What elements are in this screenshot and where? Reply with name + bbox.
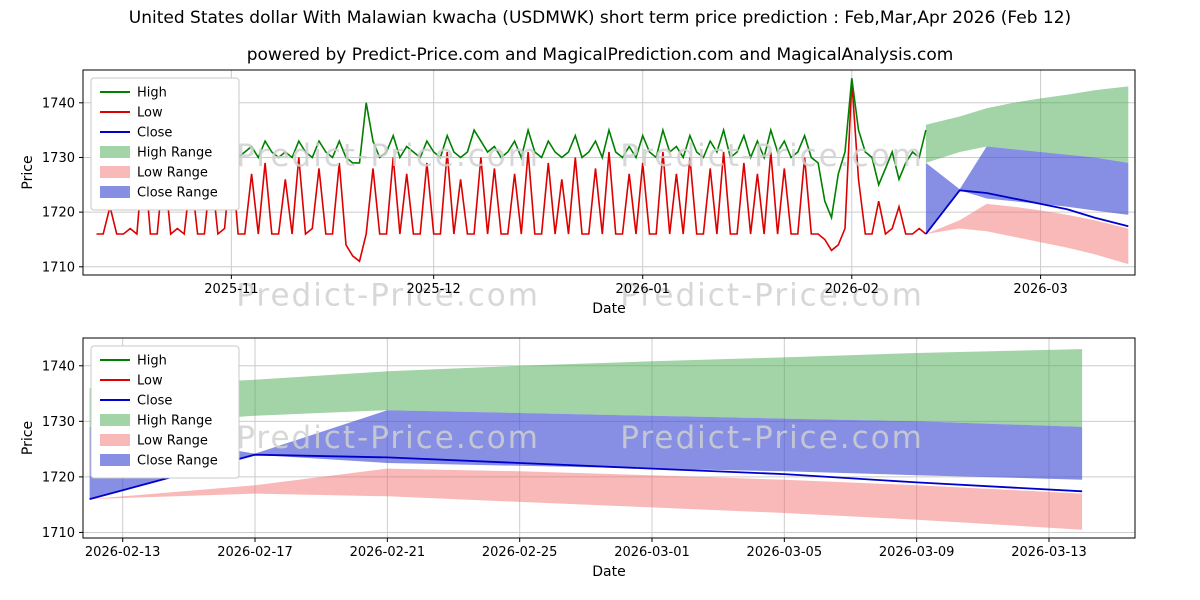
x-tick-label: 2026-02-13: [85, 545, 161, 560]
legend-swatch-low_range: [100, 166, 130, 178]
close-range-area: [925, 146, 1129, 234]
x-tick-label: 2026-03: [1013, 282, 1067, 297]
legend-swatch-high_range: [100, 414, 130, 426]
legend-swatch-close_range: [100, 186, 130, 198]
legend-label: High Range: [137, 414, 212, 429]
watermark-text: Predict-Price.com: [620, 278, 924, 314]
watermark-text: Predict-Price.com: [620, 138, 924, 174]
close-line: [89, 453, 1083, 500]
legend-label: Low: [137, 374, 163, 389]
chart-subtitle: powered by Predict-Price.com and Magical…: [246, 45, 954, 65]
x-tick-label: 2026-03-13: [1011, 545, 1087, 560]
x-tick-label: 2026-03-05: [747, 545, 823, 560]
high-range-area: [89, 349, 1083, 427]
x-tick-label: 2026-03-09: [879, 545, 955, 560]
x-tick-label: 2026-02-17: [217, 545, 293, 560]
watermark-text: Predict-Price.com: [620, 420, 924, 456]
x-tick-label: 2026-01: [616, 282, 670, 297]
watermark-text: Predict-Price.com: [236, 278, 540, 314]
x-tick-label: 2025-12: [407, 282, 461, 297]
y-tick-label: 1710: [42, 260, 75, 275]
legend-label: High Range: [137, 146, 212, 161]
y-tick-label: 1730: [42, 151, 75, 166]
low-range-area: [89, 468, 1083, 530]
legend-swatch-close_range: [100, 454, 130, 466]
y-tick-label: 1730: [42, 415, 75, 430]
legend-label: High: [137, 86, 167, 101]
y-tick-label: 1740: [42, 359, 75, 374]
y-axis-label: Price: [20, 421, 36, 455]
legend-label: Low Range: [137, 434, 208, 449]
legend-swatch-high_range: [100, 146, 130, 158]
watermark-text: Predict-Price.com: [236, 420, 540, 456]
legend-label: Close Range: [137, 186, 218, 201]
low-range-area: [925, 203, 1129, 265]
legend-label: Close: [137, 126, 172, 141]
y-tick-label: 1720: [42, 470, 75, 485]
x-tick-label: 2026-02-21: [350, 545, 426, 560]
x-tick-label: 2025-11: [204, 282, 258, 297]
legend-label: High: [137, 354, 167, 369]
x-tick-label: 2026-02: [825, 282, 879, 297]
close-line: [925, 189, 1129, 235]
high-range-area: [925, 86, 1129, 163]
x-axis-label: Date: [592, 301, 625, 317]
legend-label: Low Range: [137, 166, 208, 181]
plot-frame: [82, 337, 1136, 539]
legend-label: Low: [137, 106, 163, 121]
legend-swatch-low_range: [100, 434, 130, 446]
legend-label: Close Range: [137, 454, 218, 469]
y-tick-label: 1740: [42, 96, 75, 111]
x-tick-label: 2026-03-01: [614, 545, 690, 560]
watermark-text: Predict-Price.com: [236, 138, 540, 174]
x-axis-label: Date: [592, 564, 625, 580]
y-axis-label: Price: [20, 155, 36, 189]
y-tick-label: 1720: [42, 206, 75, 221]
legend-label: Close: [137, 394, 172, 409]
close-range-area: [89, 410, 1083, 500]
y-tick-label: 1710: [42, 526, 75, 541]
plot-frame: [82, 69, 1136, 276]
x-tick-label: 2026-02-25: [482, 545, 558, 560]
chart-title: United States dollar With Malawian kwach…: [128, 8, 1072, 28]
